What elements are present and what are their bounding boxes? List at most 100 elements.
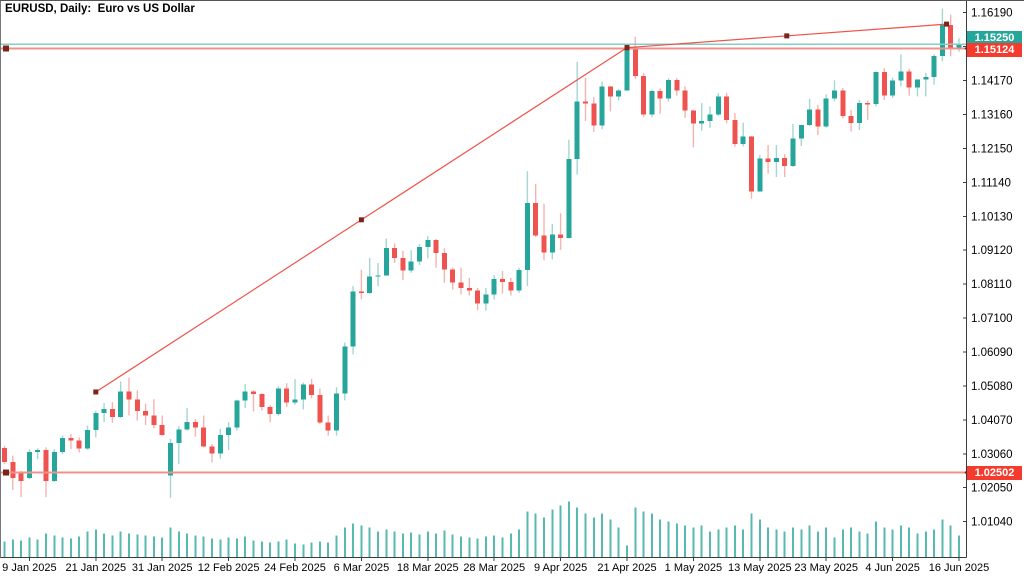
volume-bar (949, 525, 952, 558)
candle-body (68, 438, 74, 441)
candle-body (740, 136, 746, 145)
candle-body (699, 120, 705, 124)
x-axis-label: 28 Mar 2025 (463, 562, 525, 574)
x-axis-label: 1 May 2025 (665, 562, 722, 574)
volume-bar (435, 533, 438, 558)
candle-body (60, 438, 66, 453)
candle-body (840, 90, 846, 116)
volume-bar (260, 541, 263, 558)
candle-body (350, 291, 356, 347)
x-axis-label: 12 Feb 2025 (198, 562, 260, 574)
candle-body (549, 234, 555, 253)
volume-bar (659, 519, 662, 558)
volume-bar (858, 531, 861, 558)
hline-handle[interactable] (3, 469, 9, 476)
volume-bar (426, 531, 429, 558)
volume-bar (401, 533, 404, 558)
volume-bar (20, 540, 23, 558)
candle-body (649, 90, 655, 115)
volume-bar (252, 540, 255, 558)
volume-bar (667, 521, 670, 558)
volume-bar (825, 527, 828, 558)
volume-bar (443, 530, 446, 558)
candle-body (76, 440, 82, 449)
candle-body (334, 393, 339, 431)
trendline-handle[interactable] (624, 45, 630, 51)
volume-bar (816, 531, 819, 558)
trendline-handle[interactable] (944, 21, 950, 27)
volume-bar (617, 527, 620, 558)
x-axis-label: 9 Jan 2025 (2, 562, 56, 574)
volume-bar (866, 533, 869, 558)
candle-body (51, 452, 57, 482)
volume-bar (377, 531, 379, 558)
trendline-handle[interactable] (358, 217, 364, 223)
candle-body (118, 391, 124, 417)
volume-bar (36, 539, 39, 558)
volume-bar (202, 536, 205, 558)
x-axis-label: 21 Apr 2025 (597, 562, 656, 574)
candle-body (217, 434, 223, 454)
volume-bar (684, 525, 687, 558)
candle-body (923, 77, 929, 80)
candle-body (931, 56, 937, 78)
candle-body (524, 203, 530, 271)
price-level-badge-lower: 1.02502 (967, 465, 1022, 480)
candle-body (583, 101, 588, 104)
candle-body (516, 270, 522, 291)
volume-bar (111, 535, 114, 558)
candle-body (383, 247, 389, 276)
volume-bar (792, 527, 794, 558)
volume-bar (924, 531, 927, 558)
candle-body (832, 90, 837, 99)
trendline-handle[interactable] (93, 389, 99, 395)
candle-body (292, 399, 298, 403)
volume-bar (717, 529, 720, 558)
volume-bar (941, 519, 944, 558)
volume-bar (343, 527, 346, 558)
volume-bar (526, 511, 529, 558)
volume-bar (28, 537, 31, 558)
candle-body (358, 291, 364, 293)
volume-bar (576, 507, 579, 558)
candle-body (948, 24, 954, 49)
volume-bar (767, 527, 770, 558)
x-axis-label: 23 May 2025 (794, 562, 858, 574)
candle-body (865, 103, 871, 105)
volume-bar (601, 513, 604, 558)
candle-body (732, 119, 738, 145)
candle-body (126, 391, 132, 400)
volume-bar (177, 531, 180, 558)
candle-body (815, 109, 821, 127)
candle-body (558, 234, 564, 239)
trendline-handle[interactable] (784, 33, 790, 39)
candle-body (574, 101, 580, 160)
candle-body (541, 235, 547, 253)
candle-body (300, 384, 306, 400)
volume-bar (86, 531, 89, 558)
volume-bar (534, 513, 537, 558)
candle-body (848, 115, 854, 124)
candle-body (466, 287, 472, 291)
x-axis-label: 16 Jun 2025 (929, 562, 990, 574)
volume-bar (626, 545, 628, 558)
candle-body (624, 48, 630, 91)
x-axis-label: 4 Jun 2025 (865, 562, 919, 574)
volume-bar (451, 534, 454, 558)
volume-bar (750, 513, 753, 558)
volume-bar (169, 527, 172, 558)
volume-bar (468, 537, 471, 558)
volume-bar (294, 543, 296, 558)
volume-bar (509, 533, 512, 558)
volume-bar (318, 541, 321, 558)
volume-bar (783, 531, 786, 558)
candle-body (317, 395, 323, 423)
hline-handle[interactable] (3, 45, 9, 52)
volume-bar (285, 539, 288, 558)
volume-bar (186, 533, 189, 558)
candle-body (500, 278, 505, 283)
candle-body (724, 96, 730, 120)
candle-body (168, 443, 173, 476)
candle-body (85, 429, 90, 449)
